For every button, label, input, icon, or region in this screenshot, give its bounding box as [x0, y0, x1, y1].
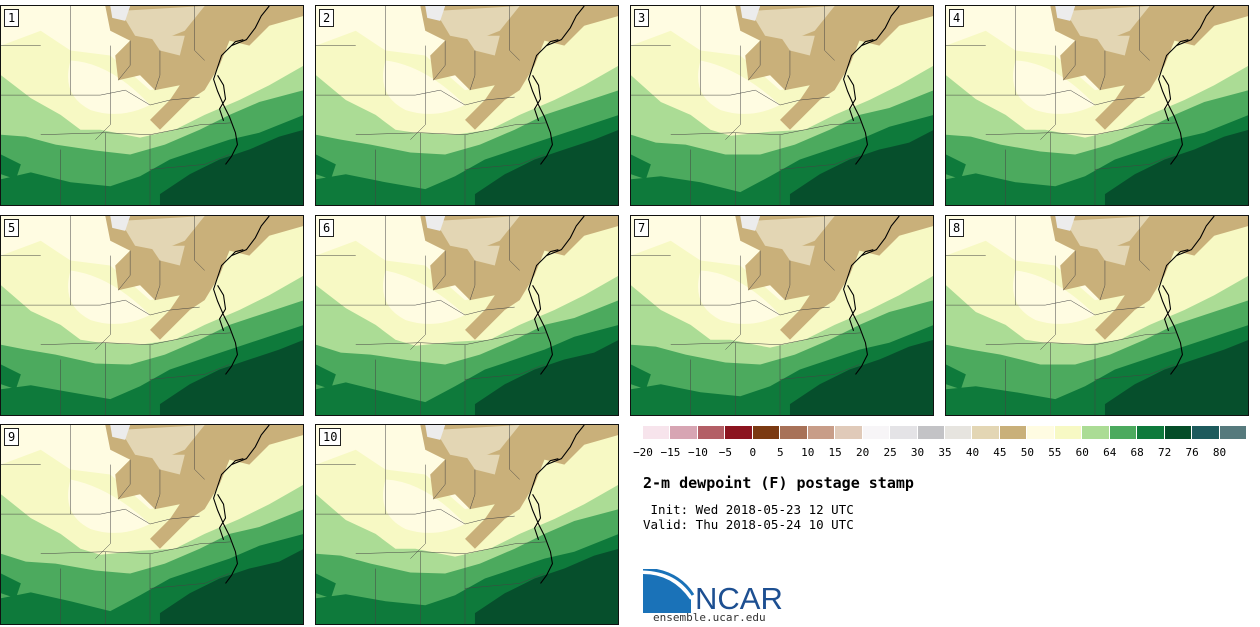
colorbar-tick-label: 72: [1158, 446, 1172, 459]
colorbar-tick-label: 64: [1103, 446, 1117, 459]
member-number-label: 4: [949, 9, 965, 27]
colorbar-tick-label: 76: [1185, 446, 1199, 459]
website-url: ensemble.ucar.edu: [653, 611, 766, 624]
logo-text: NCAR: [695, 581, 783, 613]
colorbar-swatch: [1137, 426, 1165, 439]
map-panel-member: 10: [315, 424, 619, 625]
colorbar-swatch: [862, 426, 891, 439]
colorbar-swatch: [999, 426, 1028, 439]
colorbar-tick-label: 20: [856, 446, 870, 459]
member-number-label: 8: [949, 219, 965, 237]
colorbar-swatch: [725, 426, 753, 439]
colorbar-swatch: [945, 426, 973, 439]
member-number-label: 9: [4, 428, 20, 446]
colorbar-swatch: [1082, 426, 1110, 439]
valid-time: Valid: Thu 2018-05-24 10 UTC: [643, 517, 854, 532]
colorbar-tick-label: 80: [1212, 446, 1227, 459]
colorbar-tick-label: 10: [801, 446, 815, 459]
colorbar-swatch: [972, 426, 1000, 439]
colorbar-tick-label: 35: [938, 446, 952, 459]
colorbar-tick-label: −5: [718, 446, 732, 459]
ncar-logo: NCAR: [642, 567, 793, 616]
colorbar-tick-label: 15: [828, 446, 842, 459]
colorbar-swatch: [780, 426, 808, 439]
member-number-label: 5: [4, 219, 20, 237]
map-panel-member: 7: [630, 215, 934, 416]
map-panel-member: 1: [0, 5, 304, 206]
ncar-swoosh-icon: NCAR: [642, 567, 783, 616]
colorbar-tick-label: 40: [965, 446, 980, 459]
colorbar-swatch: [1192, 426, 1220, 439]
member-number-label: 3: [634, 9, 650, 27]
member-number-label: 7: [634, 219, 650, 237]
colorbar-tick-label: 45: [993, 446, 1007, 459]
colorbar-swatch: [1219, 426, 1247, 439]
colorbar-swatch: [1054, 426, 1083, 439]
colorbar-swatch: [643, 426, 671, 439]
colorbar-tick-label: 55: [1048, 446, 1062, 459]
colorbar-swatch: [917, 426, 945, 439]
dewpoint-map: [1, 216, 303, 415]
map-panel-member: 4: [945, 5, 1249, 206]
colorbar-tick-label: 50: [1020, 446, 1034, 459]
colorbar-tick-label: 30: [910, 446, 925, 459]
plot-title: 2-m dewpoint (F) postage stamp: [643, 474, 914, 492]
dewpoint-map: [316, 216, 618, 415]
map-panel-member: 6: [315, 215, 619, 416]
map-panel-member: 2: [315, 5, 619, 206]
dewpoint-map: [316, 425, 618, 624]
colorbar-swatch: [1109, 426, 1138, 439]
dewpoint-map: [631, 6, 933, 205]
colorbar-swatch: [890, 426, 918, 439]
colorbar-tick-label: 5: [776, 446, 784, 459]
map-panel-member: 9: [0, 424, 304, 625]
colorbar-tick-label: −10: [687, 446, 708, 459]
colorbar-swatch: [1164, 426, 1193, 439]
member-number-label: 10: [319, 428, 342, 446]
colorbar-tick-label: −15: [660, 446, 681, 459]
member-number-label: 2: [319, 9, 335, 27]
dewpoint-map: [316, 6, 618, 205]
colorbar-tick-label: 0: [749, 446, 757, 459]
colorbar-swatch: [835, 426, 863, 439]
dewpoint-map: [1, 6, 303, 205]
colorbar-tick-label: 25: [883, 446, 897, 459]
colorbar-tick-label: −20: [633, 446, 653, 459]
colorbar-swatch: [807, 426, 836, 439]
map-panel-member: 3: [630, 5, 934, 206]
dewpoint-map: [946, 216, 1248, 415]
colorbar-swatch: [752, 426, 781, 439]
dewpoint-map: [946, 6, 1248, 205]
member-number-label: 1: [4, 9, 20, 27]
colorbar-tick-label: 60: [1075, 446, 1089, 459]
colorbar-swatch: [670, 426, 698, 439]
dewpoint-map: [1, 425, 303, 624]
colorbar-tick-label: 68: [1130, 446, 1144, 459]
map-panel-member: 5: [0, 215, 304, 416]
dewpoint-map: [631, 216, 933, 415]
colorbar-swatch: [697, 426, 726, 439]
colorbar-swatch: [1027, 426, 1055, 439]
init-time: Init: Wed 2018-05-23 12 UTC: [643, 502, 854, 517]
member-number-label: 6: [319, 219, 335, 237]
map-panel-member: 8: [945, 215, 1249, 416]
